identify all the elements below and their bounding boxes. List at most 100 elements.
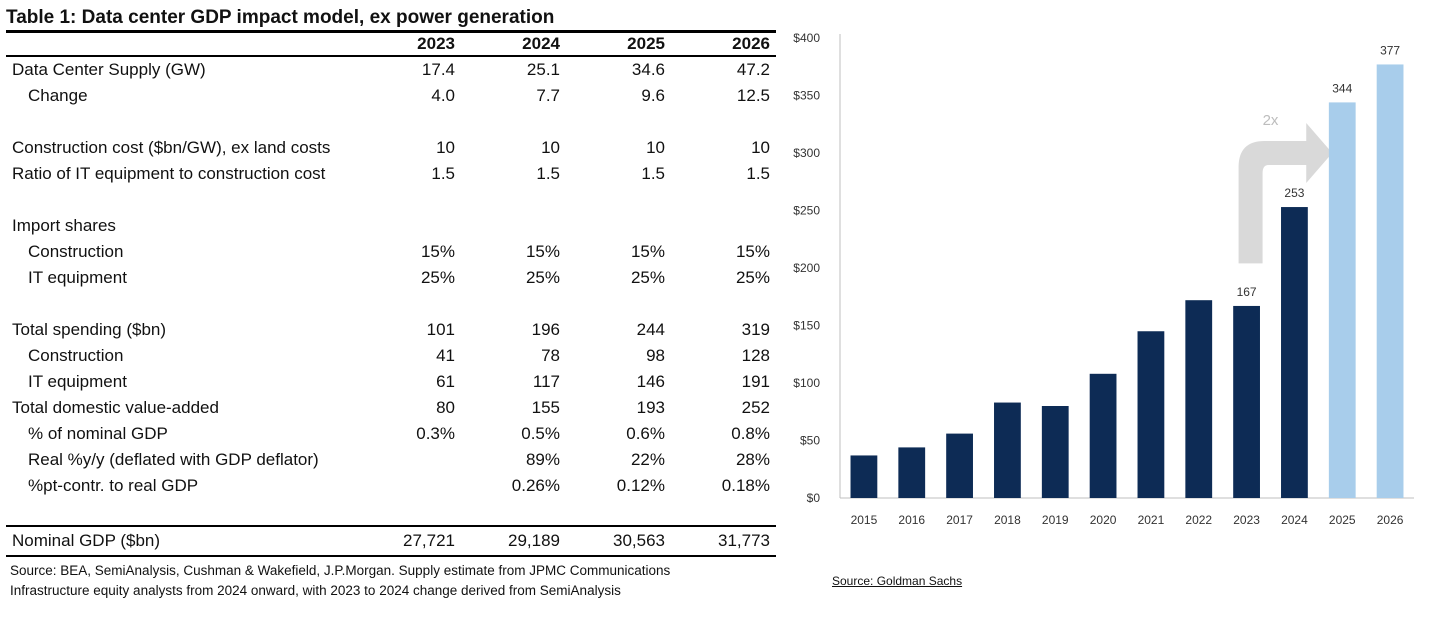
nominal-gdp-row: Nominal GDP ($bn) 27,721 29,189 30,563 31,77… (6, 526, 776, 556)
row-value: 0.18% (721, 476, 770, 495)
row-value: 10 (646, 138, 665, 157)
year-header: 2023 (417, 34, 455, 53)
spacer-row (6, 109, 776, 135)
bar-2018 (994, 402, 1021, 498)
row-value: 7.7 (536, 86, 560, 105)
growth-arrow-icon (1238, 123, 1333, 264)
data-label-2023: 167 (1237, 285, 1257, 299)
row-value: 0.6% (626, 424, 665, 443)
spacer-cell (6, 187, 776, 213)
table-row: Real %y/y (deflated with GDP deflator) 89… (6, 447, 776, 473)
bar-2025 (1328, 102, 1356, 499)
row-value: 29,189 (508, 531, 560, 550)
bar-2016 (898, 447, 926, 498)
year-header: 2026 (732, 34, 770, 53)
x-tick-label: 2015 (851, 513, 878, 527)
table-header-row: 2023 2024 2025 2026 (6, 31, 776, 57)
row-label: Import shares (12, 216, 116, 235)
row-value: 101 (426, 320, 455, 339)
row-value: 61 (436, 372, 455, 391)
table-row: Construction cost ($bn/GW), ex land cost… (6, 135, 776, 161)
row-value: 9.6 (641, 86, 665, 105)
row-value: 319 (741, 320, 770, 339)
y-tick-label: $150 (793, 319, 820, 333)
row-value: 25% (525, 268, 560, 287)
bar-2026 (1376, 64, 1404, 498)
table-row: Data Center Supply (GW) 17.4 25.1 34.6 47.2 (6, 56, 776, 83)
spacer-cell (6, 499, 776, 526)
table-row: %pt-contr. to real GDP 0.26% 0.12% 0.18% (6, 473, 776, 499)
bar-2024 (1281, 207, 1308, 499)
row-value: 128 (741, 346, 770, 365)
row-value: 10 (751, 138, 770, 157)
row-value: 117 (532, 372, 560, 391)
row-value: 1.5 (536, 164, 560, 183)
row-value: 1.5 (641, 164, 665, 183)
row-value: 47.2 (736, 60, 770, 79)
row-value: 80 (436, 398, 455, 417)
row-label: Real %y/y (deflated with GDP deflator) (28, 450, 319, 469)
row-value: 10 (541, 138, 560, 157)
row-value: 0.12% (616, 476, 665, 495)
x-tick-label: 2025 (1329, 513, 1356, 527)
row-value: 146 (636, 372, 665, 391)
spacer-cell (6, 291, 776, 317)
bar-2019 (1041, 406, 1069, 498)
y-tick-label: $350 (793, 89, 820, 103)
x-tick-label: 2026 (1377, 513, 1404, 527)
x-tick-label: 2022 (1185, 513, 1212, 527)
spacer-row (6, 291, 776, 317)
y-tick-label: $250 (793, 204, 820, 218)
data-label-2025: 344 (1332, 81, 1352, 95)
table-source-note: Source: BEA, SemiAnalysis, Cushman & Wak… (6, 561, 776, 601)
spacer-row (6, 499, 776, 526)
x-tick-label: 2017 (946, 513, 973, 527)
row-label: % of nominal GDP (28, 424, 168, 443)
table-row: % of nominal GDP 0.3% 0.5% 0.6% 0.8% (6, 421, 776, 447)
table-row: Total spending ($bn) 101 196 244 319 (6, 317, 776, 343)
row-value: 4.0 (431, 86, 455, 105)
y-tick-label: $200 (793, 261, 820, 275)
row-value: 17.4 (421, 60, 455, 79)
header-label-cell (6, 32, 356, 57)
row-value: 78 (541, 346, 560, 365)
y-tick-label: $0 (807, 491, 821, 505)
row-value: 41 (436, 346, 455, 365)
row-value (671, 213, 776, 239)
row-value: 22% (630, 450, 665, 469)
row-label: Total spending ($bn) (12, 320, 167, 339)
source-line: Source: BEA, SemiAnalysis, Cushman & Wak… (10, 563, 671, 578)
row-label: Total domestic value-added (12, 398, 219, 417)
row-value: 0.5% (521, 424, 560, 443)
table-title: Table 1: Data center GDP impact model, e… (6, 7, 555, 28)
row-value: 25% (735, 268, 770, 287)
year-header: 2025 (627, 34, 665, 53)
bar-2020 (1089, 373, 1117, 498)
chart-source-note: Source: Goldman Sachs (832, 574, 963, 588)
year-header: 2024 (522, 34, 560, 53)
table-row: Ratio of IT equipment to construction co… (6, 161, 776, 187)
row-value (356, 447, 461, 473)
row-value: 15% (735, 242, 770, 261)
row-value: 1.5 (746, 164, 770, 183)
row-value: 155 (531, 398, 560, 417)
x-tick-label: 2018 (994, 513, 1021, 527)
row-label: Change (28, 86, 88, 105)
row-value (461, 213, 566, 239)
row-value: 89% (525, 450, 560, 469)
table-body: Data Center Supply (GW) 17.4 25.1 34.6 47.2 C… (6, 56, 776, 556)
table-row: Total domestic value-added 80 155 193 252 (6, 395, 776, 421)
row-value: 15% (630, 242, 665, 261)
row-label: IT equipment (28, 268, 127, 287)
row-value (356, 213, 461, 239)
row-label: Construction (28, 242, 124, 261)
spacer-cell (6, 109, 776, 135)
row-value: 27,721 (403, 531, 455, 550)
row-value: 196 (531, 320, 560, 339)
x-tick-label: 2020 (1090, 513, 1117, 527)
y-tick-label: $300 (793, 146, 820, 160)
row-value (566, 213, 671, 239)
y-tick-label: $50 (800, 434, 820, 448)
row-value: 191 (741, 372, 770, 391)
table-row: Import shares (6, 213, 776, 239)
